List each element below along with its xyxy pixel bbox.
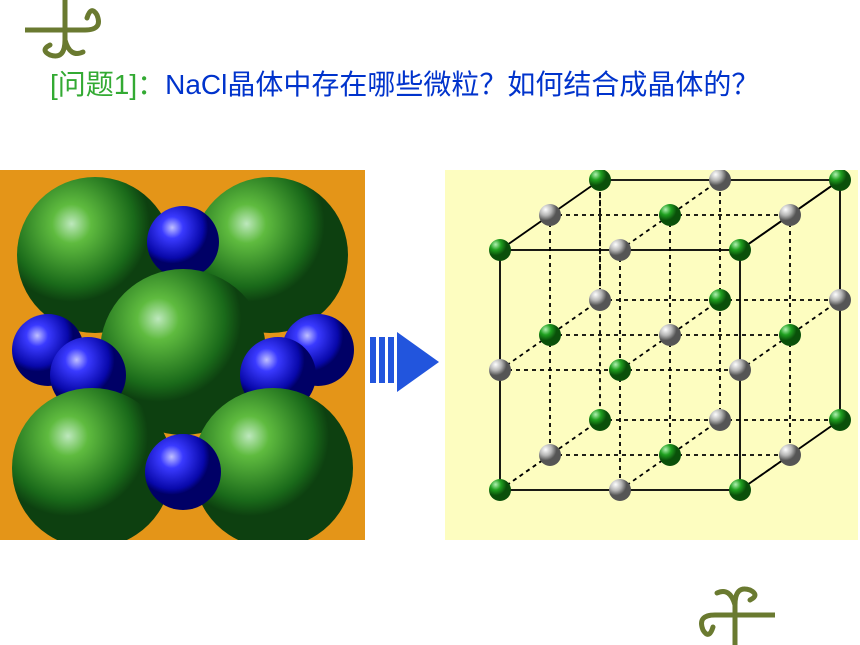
lattice-atom-green xyxy=(709,289,731,311)
lattice-atom-green xyxy=(589,409,611,431)
lattice-atom-silver xyxy=(539,444,561,466)
lattice-atom-green xyxy=(489,479,511,501)
lattice-atom-silver xyxy=(779,444,801,466)
lattice-atom-silver xyxy=(709,409,731,431)
lattice-atom-green xyxy=(539,324,561,346)
lattice-atom-silver xyxy=(609,479,631,501)
question-compound: NaCl xyxy=(165,69,227,100)
corner-flourish-bottom xyxy=(695,575,775,645)
lattice-atom-silver xyxy=(729,359,751,381)
arrow-icon xyxy=(370,332,443,392)
question-rest: 晶体中存在哪些微粒？如何结合成晶体的？ xyxy=(227,69,759,100)
lattice-atom-silver xyxy=(609,239,631,261)
na-ion xyxy=(145,434,221,510)
lattice-atom-green xyxy=(829,409,851,431)
lattice-atom-green xyxy=(829,170,851,191)
corner-flourish-top xyxy=(25,0,105,70)
lattice-atom-silver xyxy=(489,359,511,381)
lattice-atom-silver xyxy=(659,324,681,346)
lattice-diagram xyxy=(445,170,858,540)
na-ion xyxy=(147,206,219,278)
question-text: [问题1]：NaCl晶体中存在哪些微粒？如何结合成晶体的？ xyxy=(50,65,810,106)
lattice-atom-silver xyxy=(589,289,611,311)
space-filling-model xyxy=(0,170,365,540)
lattice-atom-green xyxy=(589,170,611,191)
lattice-atom-green xyxy=(489,239,511,261)
lattice-atom-green xyxy=(729,479,751,501)
question-label: [问题1]： xyxy=(50,69,165,100)
lattice-atom-green xyxy=(659,204,681,226)
lattice-atom-green xyxy=(609,359,631,381)
lattice-atom-silver xyxy=(779,204,801,226)
lattice-atom-green xyxy=(659,444,681,466)
lattice-atom-silver xyxy=(829,289,851,311)
lattice-atom-silver xyxy=(539,204,561,226)
lattice-atom-green xyxy=(779,324,801,346)
lattice-atom-silver xyxy=(709,170,731,191)
lattice-atom-green xyxy=(729,239,751,261)
